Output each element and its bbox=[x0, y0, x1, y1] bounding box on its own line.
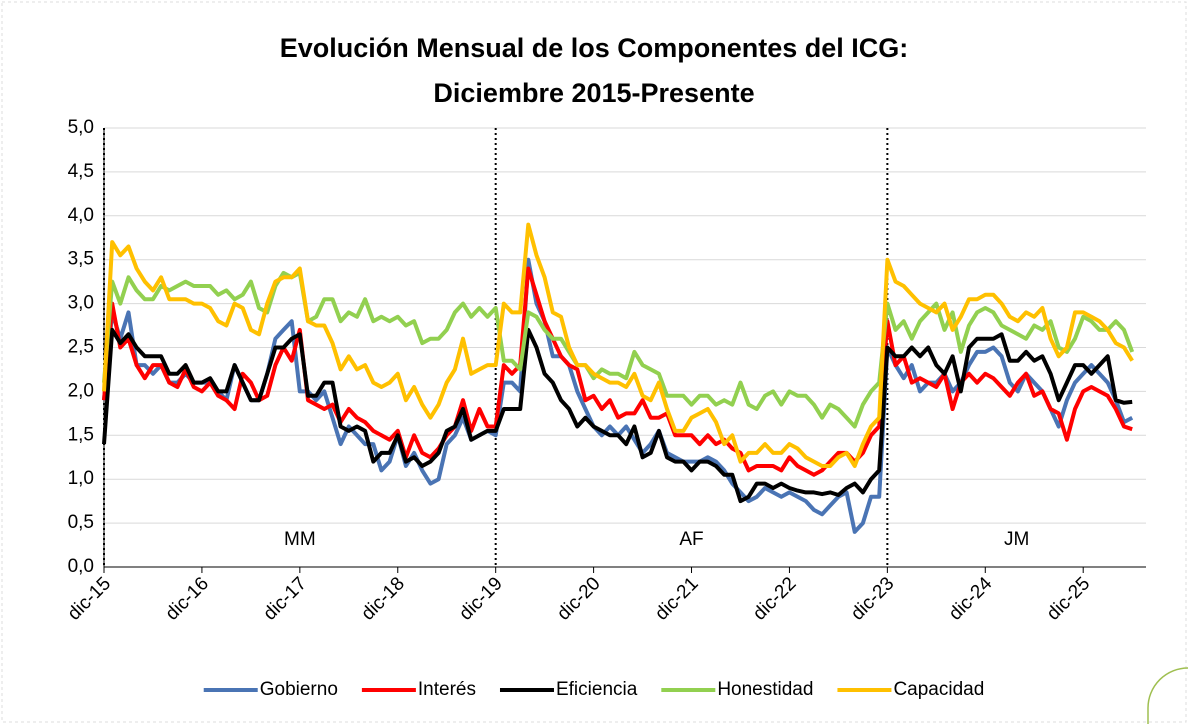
x-tick-label: dic-16 bbox=[162, 573, 213, 624]
series-line bbox=[102, 270, 1135, 429]
period-label: JM bbox=[1004, 529, 1029, 550]
series-line bbox=[102, 222, 1134, 468]
y-tick-label: 1,0 bbox=[68, 468, 94, 489]
period-label: AF bbox=[679, 529, 703, 550]
y-tick-label: 3,0 bbox=[68, 293, 94, 314]
series-line bbox=[102, 327, 1133, 504]
legend-label: Interés bbox=[418, 679, 476, 700]
x-tick-label: dic-22 bbox=[749, 573, 800, 624]
x-tick-label: dic-23 bbox=[847, 573, 898, 624]
chart-subtitle: Diciembre 2015-Presente bbox=[433, 78, 754, 108]
x-tick-label: dic-18 bbox=[357, 573, 408, 624]
x-tick-label: dic-17 bbox=[259, 573, 310, 624]
corner-decoration bbox=[1147, 667, 1188, 724]
period-label: MM bbox=[284, 529, 316, 550]
legend-label: Honestidad bbox=[717, 679, 813, 700]
legend-label: Eficiencia bbox=[556, 679, 638, 700]
y-tick-label: 4,0 bbox=[68, 205, 94, 226]
x-tick-label: dic-19 bbox=[455, 573, 506, 624]
y-tick-label: 0,5 bbox=[68, 512, 94, 533]
y-tick-label: 2,5 bbox=[68, 337, 94, 358]
y-tick-label: 0,0 bbox=[68, 556, 94, 577]
y-tick-label: 4,5 bbox=[68, 161, 94, 182]
y-tick-label: 2,0 bbox=[68, 380, 94, 401]
legend-label: Capacidad bbox=[893, 679, 984, 700]
x-tick-label: dic-24 bbox=[945, 573, 997, 625]
x-tick-label: dic-25 bbox=[1043, 573, 1094, 624]
chart-title: Evolución Mensual de los Componentes del… bbox=[280, 33, 909, 63]
x-tick-label: dic-15 bbox=[64, 573, 115, 624]
y-tick-label: 3,5 bbox=[68, 249, 94, 270]
y-tick-label: 5,0 bbox=[68, 117, 94, 138]
legend-label: Gobierno bbox=[260, 679, 338, 700]
x-tick-label: dic-21 bbox=[651, 573, 702, 624]
x-tick-label: dic-20 bbox=[553, 573, 604, 624]
y-tick-label: 1,5 bbox=[68, 424, 94, 445]
